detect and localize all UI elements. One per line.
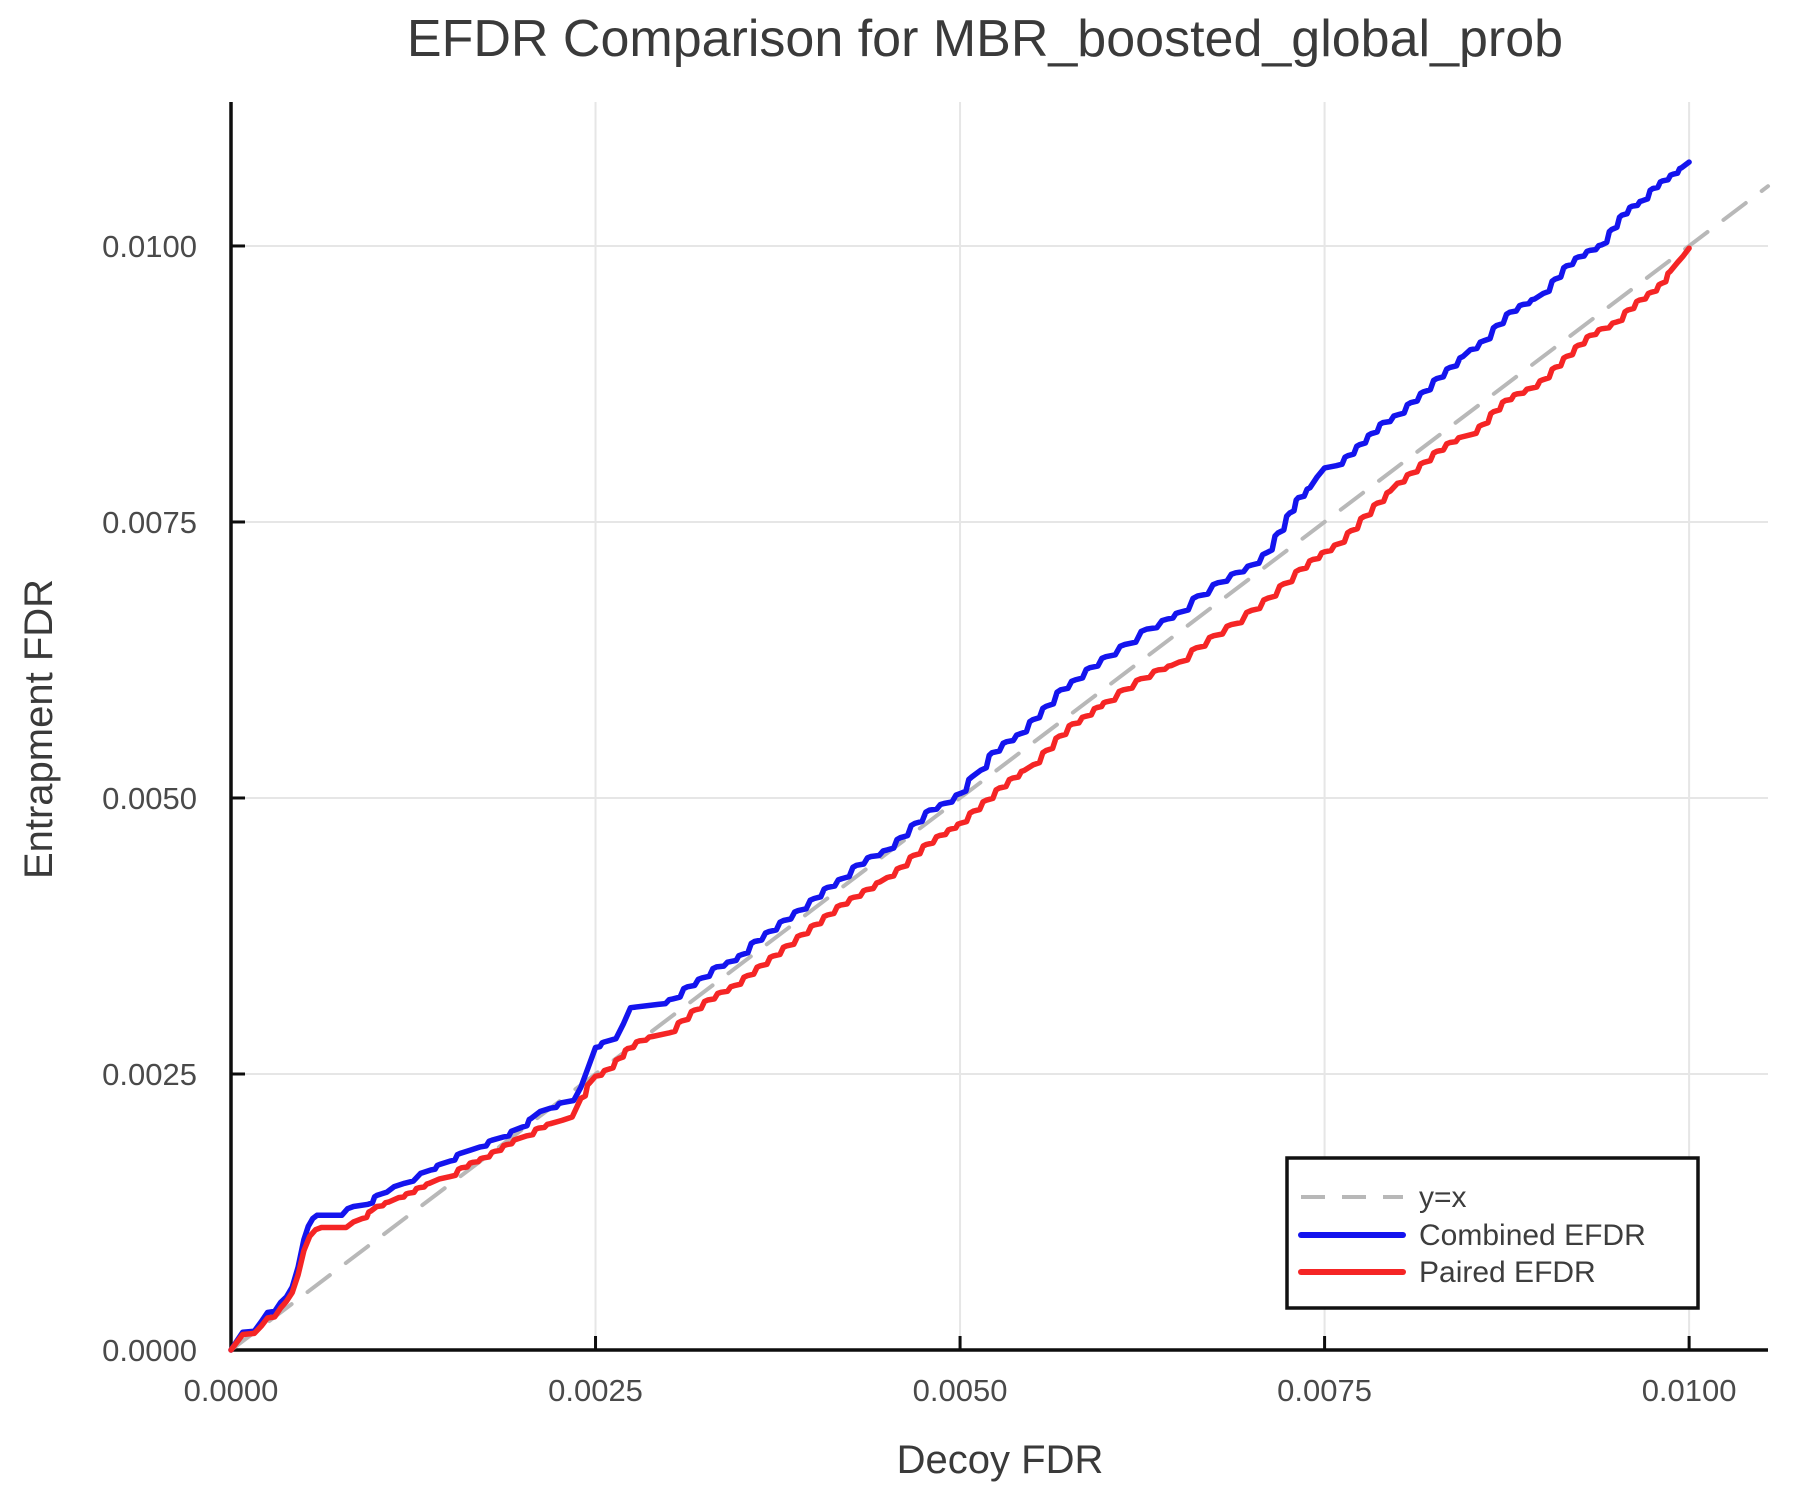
series-line-y-x	[229, 184, 1770, 1352]
y-tick-label: 0.0075	[102, 505, 197, 540]
x-tick-label: 0.0025	[548, 1373, 643, 1408]
legend-label-yx: y=x	[1419, 1181, 1467, 1214]
data-series	[228, 159, 1770, 1353]
chart-title: EFDR Comparison for MBR_boosted_global_p…	[407, 10, 1563, 68]
series-line-combined-efdr	[228, 159, 1692, 1353]
series-line-paired-efdr	[228, 245, 1692, 1353]
y-tick-label: 0.0050	[102, 781, 197, 816]
y-tick-label: 0.0025	[102, 1057, 197, 1092]
y-axis-tick-labels: 0.0000 0.0025 0.0050 0.0075 0.0100	[102, 229, 197, 1368]
legend: y=x Combined EFDR Paired EFDR	[1285, 1156, 1700, 1310]
legend-label-combined-efdr: Combined EFDR	[1419, 1219, 1646, 1252]
y-axis-label: Entrapment FDR	[17, 579, 61, 879]
legend-label-paired-efdr: Paired EFDR	[1419, 1256, 1596, 1289]
y-tick-label: 0.0000	[102, 1333, 197, 1368]
x-axis-label: Decoy FDR	[897, 1438, 1104, 1482]
x-axis-tick-labels: 0.0000 0.0025 0.0050 0.0075 0.0100	[184, 1373, 1737, 1408]
x-tick-label: 0.0075	[1277, 1373, 1372, 1408]
gridlines	[231, 102, 1768, 1350]
y-tick-label: 0.0100	[102, 229, 197, 264]
x-tick-label: 0.0050	[913, 1373, 1008, 1408]
x-tick-label: 0.0100	[1642, 1373, 1737, 1408]
axis-spines	[229, 102, 1768, 1352]
x-tick-label: 0.0000	[184, 1373, 279, 1408]
